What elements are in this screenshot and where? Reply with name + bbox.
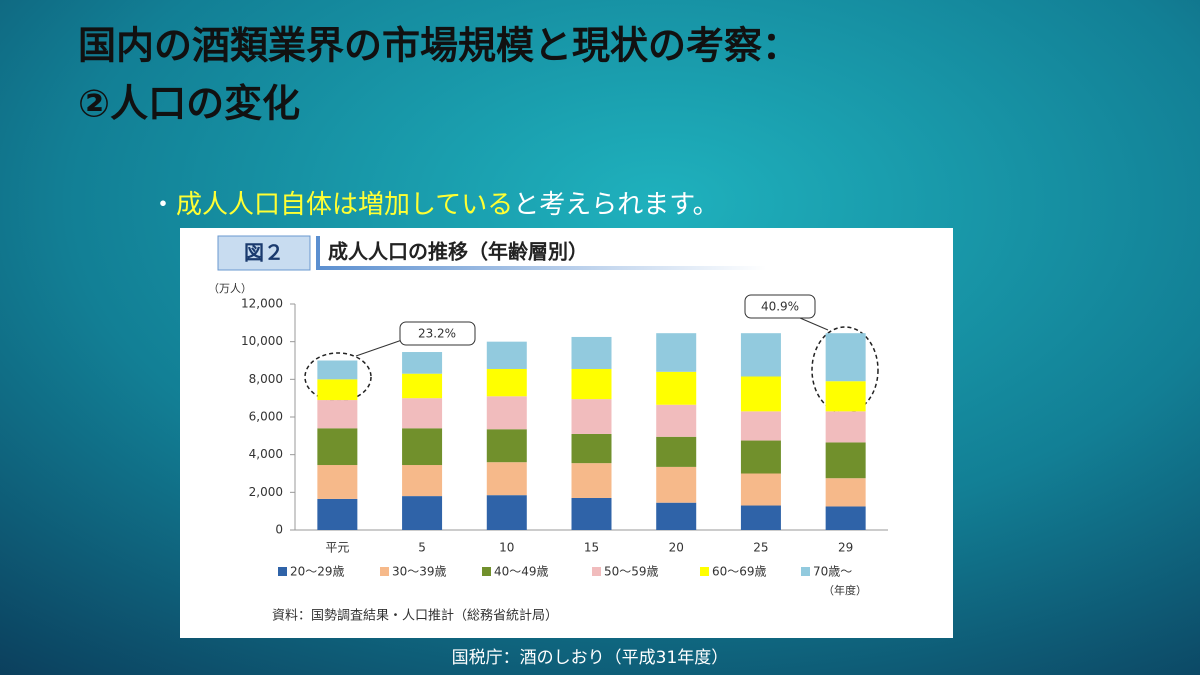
bar-segment: [402, 352, 443, 374]
slide-title: 国内の酒類業界の市場規模と現状の考察：: [78, 24, 800, 68]
y-tick-label: 12,000: [241, 297, 283, 311]
bar-segment: [825, 411, 866, 443]
bar-segment: [740, 440, 781, 474]
bar-segment: [740, 505, 781, 530]
bar-segment: [317, 428, 358, 466]
bar-segment: [402, 428, 443, 466]
bar-segment: [656, 333, 697, 372]
legend-swatch: [801, 567, 810, 576]
bar-segment: [317, 400, 358, 429]
bar-segment: [740, 333, 781, 377]
bar-segment: [656, 466, 697, 503]
x-tick-label: 20: [669, 541, 684, 555]
bar-segment: [402, 373, 443, 399]
bar-segment: [402, 465, 443, 497]
bar-segment: [571, 399, 612, 434]
bar-segment: [571, 336, 612, 369]
bullet-highlight: 成人人口自体は増加している: [176, 190, 513, 220]
title-underline: [316, 266, 766, 270]
callout-line: [799, 317, 829, 331]
bar-segment: [402, 398, 443, 429]
legend-label: 60～69歳: [712, 565, 767, 579]
title-box: [316, 236, 766, 270]
bar-segment: [825, 506, 866, 530]
chart-source: 資料：国勢調査結果・人口推計（総務省統計局）: [272, 608, 558, 624]
bar-segment: [486, 462, 527, 496]
bar-segment: [825, 381, 866, 412]
legend-label: 20～29歳: [290, 565, 345, 579]
bar-segment: [486, 396, 527, 430]
y-tick-label: 6,000: [249, 410, 283, 424]
bar-segment: [740, 411, 781, 441]
bar-segment: [486, 495, 527, 530]
bar-segment: [486, 368, 527, 397]
x-tick-label: 5: [418, 541, 426, 555]
x-tick-label: 29: [838, 541, 853, 555]
y-unit: （万人）: [208, 282, 252, 295]
y-tick-label: 10,000: [241, 334, 283, 348]
bullet-marker: ・: [150, 190, 176, 220]
bar-segment: [317, 465, 358, 499]
bar-segment: [825, 478, 866, 507]
legend-swatch: [380, 567, 389, 576]
bar-segment: [402, 496, 443, 530]
legend-swatch: [482, 567, 491, 576]
bar-segment: [486, 429, 527, 463]
title-bar: [316, 236, 320, 270]
bar-segment: [656, 502, 697, 530]
legend-swatch: [592, 567, 601, 576]
source-note: 国税庁：酒のしおり（平成31年度）: [452, 648, 729, 668]
legend-label: 50～59歳: [604, 565, 659, 579]
bar-segment: [571, 433, 612, 464]
bar-segment: [486, 341, 527, 369]
callout-line: [355, 339, 403, 357]
callout-box: [744, 294, 816, 319]
legend-swatch: [700, 567, 709, 576]
bar-segment: [656, 371, 697, 405]
bar-segment: [825, 442, 866, 479]
bar-segment: [656, 436, 697, 467]
x-tick-label: 15: [584, 541, 599, 555]
bar-segment: [740, 376, 781, 412]
bar-segment: [825, 333, 866, 382]
bullet: ・成人人口自体は増加していると考えられます。: [150, 190, 719, 220]
legend-label: 40～49歳: [494, 565, 549, 579]
slide-title: ②人口の変化: [78, 82, 300, 126]
figure-label: 図２: [244, 241, 284, 265]
bar-segment: [317, 360, 358, 380]
y-tick-label: 8,000: [249, 372, 283, 386]
figure-label-box: [217, 235, 311, 271]
y-tick-label: 0: [275, 523, 283, 537]
legend-label: 70歳～: [813, 565, 852, 579]
x-tick-label: 25: [753, 541, 768, 555]
y-tick-label: 2,000: [249, 485, 283, 499]
annotation: 23.2%: [418, 327, 456, 341]
chart-panel: [180, 228, 953, 638]
bar-segment: [317, 379, 358, 401]
bar-segment: [571, 497, 612, 530]
bar-segment: [317, 498, 358, 530]
bullet-text: と考えられます。: [513, 190, 718, 220]
legend-label: 30～39歳: [392, 565, 447, 579]
legend-swatch: [278, 567, 287, 576]
chart-title: 成人人口の推移（年齢層別）: [328, 240, 588, 264]
annotation: 40.9%: [761, 300, 799, 314]
x-unit: （年度）: [823, 583, 867, 597]
bar-segment: [571, 368, 612, 400]
bar-segment: [571, 463, 612, 498]
y-tick-label: 4,000: [249, 447, 283, 461]
bar-segment: [740, 473, 781, 506]
bar-segment: [656, 404, 697, 437]
x-tick-label: 平元: [325, 541, 349, 555]
callout-box: [399, 321, 476, 346]
x-tick-label: 10: [499, 541, 514, 555]
